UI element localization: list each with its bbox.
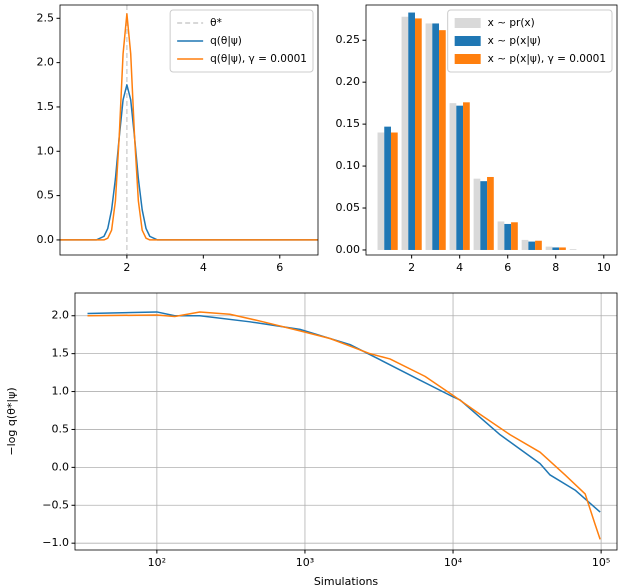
y-tick-label: −1.0 (42, 536, 69, 549)
legend: x ∼ pr(x) x ∼ p(x|ψ) x ∼ p(x|ψ), γ = 0.000… (447, 9, 613, 73)
bar (432, 23, 440, 250)
y-tick-label: −0.5 (42, 498, 69, 511)
subplot: 10² 10³ 10⁴ 10⁵ −1.0 −0.5 0.0 0.5 1.0 1.5 2.0 Simul… (5, 292, 618, 588)
bar (545, 246, 553, 250)
bar (390, 132, 398, 250)
x-axis-label: Simulations (314, 575, 379, 588)
bar (414, 18, 422, 250)
legend-swatch (454, 54, 481, 64)
bar (559, 247, 566, 250)
legend-box (169, 9, 314, 73)
y-tick-label: 0.25 (336, 33, 361, 46)
legend: θ* q(θ|ψ) q(θ|ψ), γ = 0.0001 (169, 9, 314, 73)
legend-label: x ∼ p(x|ψ), γ = 0.0001 (488, 53, 606, 65)
bar (384, 126, 391, 250)
x-tick-label: 2 (123, 261, 130, 274)
legend-swatch (454, 18, 481, 28)
bar (425, 23, 433, 250)
legend-label: x ∼ pr(x) (488, 17, 535, 29)
y-tick-label: 1.0 (37, 144, 55, 157)
bar (449, 103, 457, 250)
legend-label: θ* (210, 17, 222, 29)
axes-frame (365, 4, 618, 256)
subplot: 2 4 6 8 100.000.050.100.150.200.25x ∼ pr(x)x… (336, 4, 618, 274)
x-tick-label: 8 (552, 261, 559, 274)
series-line (60, 84, 318, 241)
y-axis-label: −log q(θ*|ψ) (5, 387, 18, 455)
bar (552, 247, 560, 250)
y-tick-label: 0.5 (52, 422, 70, 435)
bar (456, 105, 464, 250)
bar (377, 132, 385, 250)
legend-label: q(θ|ψ), γ = 0.0001 (210, 53, 307, 65)
legend-swatch (454, 36, 481, 46)
bar (535, 240, 542, 250)
series-line (60, 13, 318, 241)
y-tick-label: 0.10 (336, 159, 361, 172)
x-tick-label: 2 (408, 261, 415, 274)
y-tick-label: 0.15 (336, 117, 361, 130)
bar (511, 222, 518, 250)
x-tick-label: 10³ (296, 556, 314, 569)
y-tick-label: 1.5 (52, 347, 70, 360)
x-tick-label: 10² (148, 556, 166, 569)
series-line (87, 311, 601, 540)
bar (439, 30, 446, 250)
y-tick-label: 2.5 (37, 11, 55, 24)
bar (487, 176, 494, 250)
bar (528, 241, 536, 250)
y-tick-label: 0.5 (37, 189, 55, 202)
bar (521, 239, 529, 250)
bar (497, 221, 505, 250)
y-tick-label: 2.0 (37, 56, 55, 69)
bar (504, 223, 512, 250)
y-tick-label: 2.0 (52, 309, 70, 322)
bar (569, 249, 577, 250)
axes-frame (59, 4, 319, 256)
y-tick-label: 1.5 (37, 100, 55, 113)
x-tick-label: 4 (456, 261, 463, 274)
x-tick-label: 10 (597, 261, 611, 274)
legend-box (447, 9, 613, 73)
y-tick-label: 0.05 (336, 201, 361, 214)
plot-area (60, 5, 318, 255)
y-tick-label: 0.20 (336, 75, 361, 88)
bar (480, 181, 488, 250)
y-tick-label: 0.0 (37, 233, 55, 246)
legend-label: q(θ|ψ) (210, 35, 242, 47)
x-tick-label: 6 (276, 261, 283, 274)
x-tick-label: 6 (504, 261, 511, 274)
y-tick-label: 0.00 (336, 243, 361, 256)
subplot: 2 4 6 0.0 0.5 1.0 1.5 2.0 2.5 θ* q(θ|ψ) q(θ|ψ), γ =… (37, 4, 319, 274)
bar (408, 12, 415, 250)
x-tick-label: 10⁴ (444, 556, 463, 569)
plot-area (377, 12, 577, 250)
y-tick-label: 1.0 (52, 385, 70, 398)
x-tick-label: 10⁵ (592, 556, 610, 569)
bar (473, 178, 481, 250)
axes-frame (74, 292, 618, 551)
bar (463, 102, 470, 250)
bar (401, 16, 409, 250)
plot-area (75, 293, 617, 550)
x-tick-label: 4 (200, 261, 207, 274)
series-line (87, 311, 601, 513)
legend-label: x ∼ p(x|ψ) (488, 35, 541, 47)
y-tick-label: 0.0 (52, 460, 70, 473)
